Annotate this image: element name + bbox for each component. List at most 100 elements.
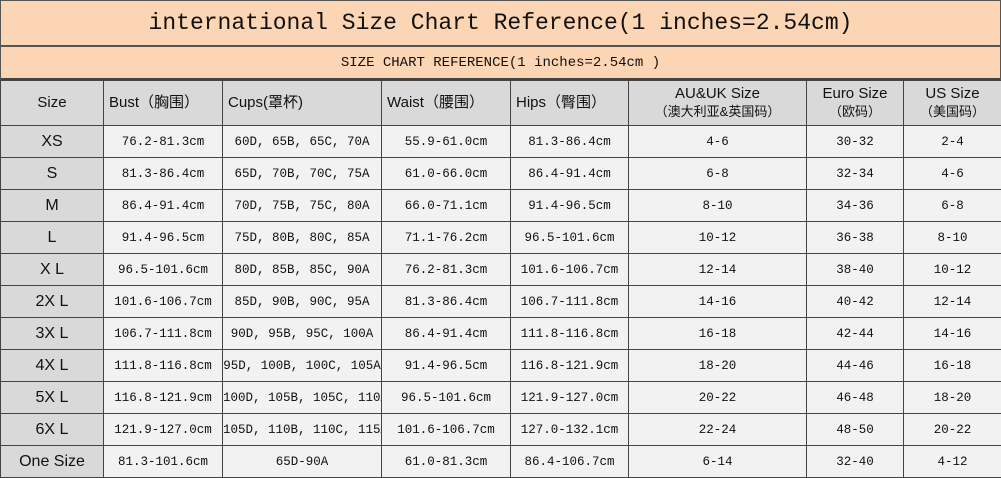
size-label-cell: XS: [0, 125, 104, 158]
table-cell: 91.4-96.5cm: [510, 189, 629, 222]
table-cell: 81.3-86.4cm: [510, 125, 629, 158]
table-cell: 121.9-127.0cm: [103, 413, 223, 446]
table-cell: 6-8: [903, 189, 1001, 222]
table-cell: 20-22: [628, 381, 807, 414]
table-cell: 30-32: [806, 125, 904, 158]
table-cell: 44-46: [806, 349, 904, 382]
size-label-cell: 3X L: [0, 317, 104, 350]
table-cell: 65D, 70B, 70C, 75A: [222, 157, 382, 190]
column-header: Bust（胸围）: [103, 80, 223, 126]
table-cell: 86.4-106.7cm: [510, 445, 629, 478]
table-cell: 76.2-81.3cm: [103, 125, 223, 158]
table-cell: 4-6: [628, 125, 807, 158]
table-cell: 60D, 65B, 65C, 70A: [222, 125, 382, 158]
table-row: XS 76.2-81.3cm 60D, 65B, 65C, 70A 55.9-61.0…: [0, 125, 1001, 158]
column-header: Euro Size （欧码）: [806, 80, 904, 126]
column-header: Cups(罩杯): [222, 80, 382, 126]
table-body: XS 76.2-81.3cm 60D, 65B, 65C, 70A 55.9-61.0…: [0, 125, 1001, 478]
table-cell: 22-24: [628, 413, 807, 446]
table-cell: 85D, 90B, 90C, 95A: [222, 285, 382, 318]
column-header-sublabel: （澳大利亚&英国码）: [654, 104, 781, 119]
table-cell: 4-6: [903, 157, 1001, 190]
column-header-label: Waist（腰围）: [387, 94, 484, 111]
table-cell: 42-44: [806, 317, 904, 350]
column-header: Hips（臀围）: [510, 80, 629, 126]
table-cell: 81.3-101.6cm: [103, 445, 223, 478]
column-header-label: Cups(罩杯): [228, 94, 304, 111]
size-label-cell: 5X L: [0, 381, 104, 414]
table-cell: 96.5-101.6cm: [510, 221, 629, 254]
table-cell: 66.0-71.1cm: [381, 189, 511, 222]
table-cell: 90D, 95B, 95C, 100A: [222, 317, 382, 350]
table-cell: 10-12: [903, 253, 1001, 286]
table-cell: 18-20: [903, 381, 1001, 414]
table-cell: 65D-90A: [222, 445, 382, 478]
table-cell: 6-8: [628, 157, 807, 190]
table-row: S 81.3-86.4cm 65D, 70B, 70C, 75A 61.0-66.0c…: [0, 157, 1001, 190]
table-cell: 14-16: [903, 317, 1001, 350]
table-row: 5X L 116.8-121.9cm 100D, 105B, 105C, 110A 9…: [0, 381, 1001, 414]
size-label-cell: 2X L: [0, 285, 104, 318]
table-cell: 14-16: [628, 285, 807, 318]
table-cell: 8-10: [628, 189, 807, 222]
table-row: One Size 81.3-101.6cm 65D-90A 61.0-81.3cm 86…: [0, 445, 1001, 478]
column-header: Size: [0, 80, 104, 126]
table-cell: 46-48: [806, 381, 904, 414]
size-label-cell: L: [0, 221, 104, 254]
table-cell: 96.5-101.6cm: [381, 381, 511, 414]
table-cell: 12-14: [903, 285, 1001, 318]
table-cell: 75D, 80B, 80C, 85A: [222, 221, 382, 254]
table-cell: 61.0-66.0cm: [381, 157, 511, 190]
table-cell: 48-50: [806, 413, 904, 446]
table-cell: 6-14: [628, 445, 807, 478]
column-header-label: Size: [37, 94, 67, 111]
table-cell: 95D, 100B, 100C, 105A: [222, 349, 382, 382]
table-cell: 70D, 75B, 75C, 80A: [222, 189, 382, 222]
chart-title: international Size Chart Reference(1 inc…: [1, 1, 1000, 47]
table-cell: 121.9-127.0cm: [510, 381, 629, 414]
table-cell: 38-40: [806, 253, 904, 286]
table-cell: 8-10: [903, 221, 1001, 254]
table-cell: 111.8-116.8cm: [103, 349, 223, 382]
column-header: US Size （美国码）: [903, 80, 1001, 126]
table-cell: 10-12: [628, 221, 807, 254]
column-header-label: US Size: [925, 85, 980, 102]
column-header-label: Hips（臀围）: [516, 94, 607, 111]
table-cell: 86.4-91.4cm: [510, 157, 629, 190]
table-cell: 101.6-106.7cm: [381, 413, 511, 446]
table-row: 6X L 121.9-127.0cm 105D, 110B, 110C, 115A 1…: [0, 413, 1001, 446]
size-table: Size Bust（胸围） Cups(罩杯) Waist（腰围） Hips（臀围） AU&…: [0, 80, 1001, 478]
table-row: L 91.4-96.5cm 75D, 80B, 80C, 85A 71.1-76.2c…: [0, 221, 1001, 254]
table-cell: 18-20: [628, 349, 807, 382]
table-cell: 86.4-91.4cm: [103, 189, 223, 222]
table-cell: 105D, 110B, 110C, 115A: [222, 413, 382, 446]
size-label-cell: X L: [0, 253, 104, 286]
table-cell: 2-4: [903, 125, 1001, 158]
table-cell: 20-22: [903, 413, 1001, 446]
table-cell: 34-36: [806, 189, 904, 222]
table-cell: 101.6-106.7cm: [103, 285, 223, 318]
table-cell: 16-18: [903, 349, 1001, 382]
table-cell: 106.7-111.8cm: [510, 285, 629, 318]
table-cell: 71.1-76.2cm: [381, 221, 511, 254]
size-label-cell: 4X L: [0, 349, 104, 382]
table-cell: 32-40: [806, 445, 904, 478]
column-header-label: Bust（胸围）: [109, 94, 200, 111]
table-cell: 111.8-116.8cm: [510, 317, 629, 350]
table-cell: 81.3-86.4cm: [381, 285, 511, 318]
table-cell: 80D, 85B, 85C, 90A: [222, 253, 382, 286]
table-cell: 55.9-61.0cm: [381, 125, 511, 158]
table-row: X L 96.5-101.6cm 80D, 85B, 85C, 90A 76.2-81…: [0, 253, 1001, 286]
size-label-cell: One Size: [0, 445, 104, 478]
table-row: M 86.4-91.4cm 70D, 75B, 75C, 80A 66.0-71.1c…: [0, 189, 1001, 222]
table-cell: 61.0-81.3cm: [381, 445, 511, 478]
table-cell: 106.7-111.8cm: [103, 317, 223, 350]
column-header-sublabel: （美国码）: [919, 104, 985, 119]
table-cell: 91.4-96.5cm: [103, 221, 223, 254]
table-cell: 100D, 105B, 105C, 110A: [222, 381, 382, 414]
table-cell: 4-12: [903, 445, 1001, 478]
column-header-label: Euro Size: [822, 85, 888, 102]
table-cell: 96.5-101.6cm: [103, 253, 223, 286]
table-cell: 116.8-121.9cm: [103, 381, 223, 414]
